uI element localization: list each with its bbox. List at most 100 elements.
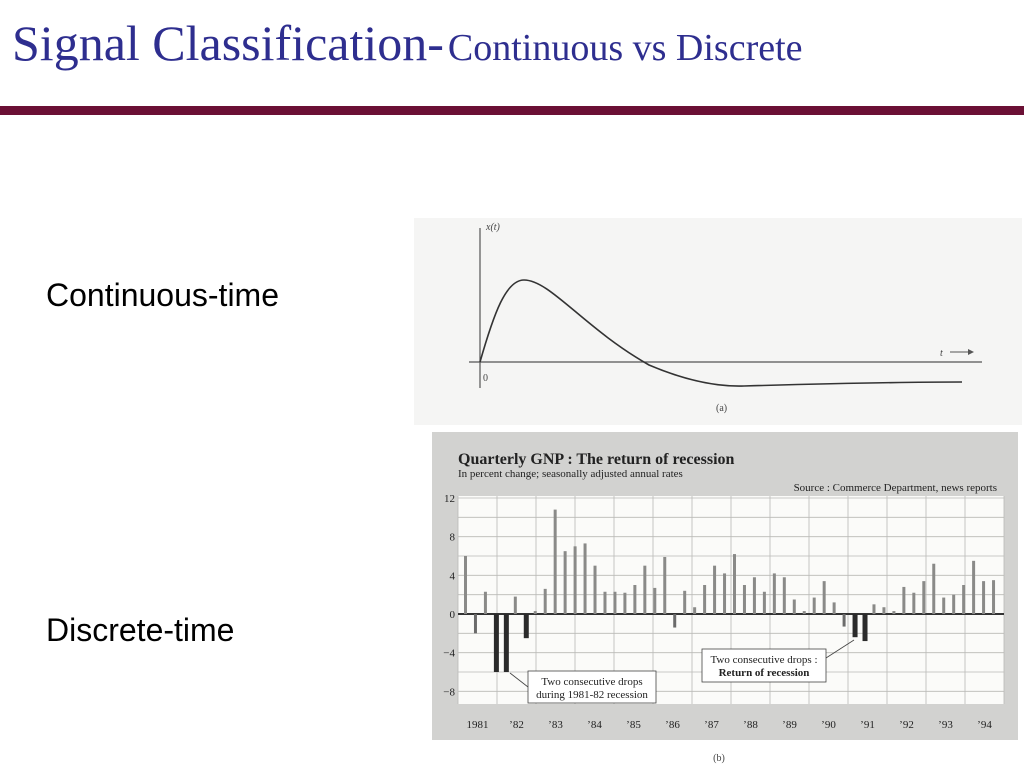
gnp-bar <box>713 565 717 614</box>
title-divider <box>0 106 1024 115</box>
gnp-bar <box>653 587 657 614</box>
t-axis-label: t <box>940 348 943 359</box>
gnp-bar <box>593 565 597 614</box>
gnp-bar <box>503 614 509 672</box>
gnp-bar <box>812 597 816 614</box>
year-label: ’90 <box>821 719 836 731</box>
year-label: ’93 <box>938 719 953 731</box>
chart-source: Source : Commerce Department, news repor… <box>794 482 997 494</box>
gnp-bar <box>464 556 467 614</box>
gnp-bar <box>703 585 707 614</box>
year-label: ’85 <box>626 719 641 731</box>
y-tick-label: −4 <box>443 648 455 660</box>
annotation-pointer-2 <box>825 639 855 659</box>
chart-subtitle: In percent change; seasonally adjusted a… <box>458 468 683 480</box>
y-axis-label: x(t) <box>485 222 501 233</box>
gnp-bar <box>882 607 886 614</box>
annotation-text-2: Two consecutive drops : <box>710 654 817 666</box>
gnp-bar <box>892 611 896 614</box>
year-label: ’83 <box>548 719 563 731</box>
gnp-bar <box>862 614 868 642</box>
figure-a-background <box>414 218 1022 425</box>
gnp-bar <box>693 607 697 614</box>
slide-title: Signal Classification- Continuous vs Dis… <box>12 14 803 72</box>
annotation-text-2: Return of recession <box>719 667 810 679</box>
gnp-bar <box>583 543 587 614</box>
gnp-bar <box>932 563 936 614</box>
gnp-bar <box>842 614 846 627</box>
gnp-bar <box>553 509 557 614</box>
gnp-bar <box>782 577 786 614</box>
y-tick-label: 8 <box>450 532 456 544</box>
gnp-bar <box>922 581 926 614</box>
figure-a-caption: (a) <box>716 403 727 414</box>
gnp-bar <box>643 565 647 614</box>
gnp-bar <box>683 590 687 614</box>
year-label: ’88 <box>743 719 758 731</box>
gnp-bar <box>533 611 537 614</box>
gnp-bar <box>742 585 746 614</box>
gnp-bar <box>513 596 517 614</box>
gnp-bar <box>912 592 916 614</box>
year-label: ’86 <box>665 719 680 731</box>
gnp-bar <box>992 580 996 614</box>
year-label: ’92 <box>899 719 914 731</box>
chart-bars <box>464 509 996 672</box>
chart-title: Quarterly GNP : The return of recession <box>458 451 735 468</box>
annotation-text-1: Two consecutive drops <box>541 676 642 688</box>
gnp-bar <box>523 614 529 639</box>
gnp-bar <box>543 588 547 614</box>
annotation-box-1 <box>527 670 657 704</box>
gnp-bar <box>673 614 677 628</box>
title-subtitle: Continuous vs Discrete <box>447 27 803 69</box>
gnp-bar <box>792 599 796 614</box>
gnp-bar <box>603 591 607 614</box>
y-tick-label: 4 <box>450 570 456 582</box>
annotation-box-2 <box>701 648 827 683</box>
y-tick-label: 0 <box>450 609 456 621</box>
year-label: ’87 <box>704 719 719 731</box>
annotation-text-1: during 1981-82 recession <box>536 689 648 701</box>
title-main: Signal Classification- <box>12 15 444 71</box>
year-label: ’84 <box>587 719 602 731</box>
year-labels: 1981 ’82 ’83 ’84 ’85 ’86 ’87 ’88 ’89 ’90 ’91 ’92 ’93… <box>467 719 993 731</box>
year-label: ’89 <box>782 719 797 731</box>
gnp-bar <box>872 604 876 614</box>
y-tick-labels: 12 8 4 0 −4 −8 <box>443 493 455 698</box>
gnp-bar <box>902 586 906 614</box>
gnp-bar <box>822 581 826 614</box>
gnp-bar <box>723 573 727 614</box>
origin-label: 0 <box>483 373 488 384</box>
t-arrowhead-icon <box>968 349 974 355</box>
gnp-bar <box>752 577 756 614</box>
gnp-bar <box>663 556 667 614</box>
gnp-bar <box>852 614 858 638</box>
gnp-bar <box>972 560 976 614</box>
gnp-bar <box>613 591 617 614</box>
annotation-pointer-1 <box>509 672 529 688</box>
discrete-time-label: Discrete-time <box>46 612 235 648</box>
gnp-bar <box>563 551 567 614</box>
year-label: ’82 <box>509 719 524 731</box>
figure-b-caption: (b) <box>713 753 725 764</box>
year-label: ’91 <box>860 719 875 731</box>
gnp-bar <box>493 614 499 672</box>
gnp-bar <box>942 597 946 614</box>
gnp-chart: Quarterly GNP : The return of recession … <box>432 432 1018 764</box>
signal-curve <box>479 279 963 387</box>
gnp-bar <box>733 554 736 614</box>
gnp-bar <box>762 591 766 614</box>
gnp-bar <box>982 581 986 614</box>
continuous-signal-figure: x(t) t 0 (a) <box>414 218 1022 425</box>
gnp-bar <box>802 611 806 614</box>
gnp-bar <box>573 546 577 614</box>
continuous-time-label: Continuous-time <box>46 277 279 313</box>
year-label: 1981 <box>467 719 489 731</box>
gnp-bar <box>962 585 966 614</box>
gnp-bar <box>633 585 637 614</box>
y-tick-label: −8 <box>443 686 455 698</box>
y-tick-label: 12 <box>444 493 455 505</box>
gnp-bar <box>952 594 956 614</box>
gnp-bar <box>832 602 836 614</box>
